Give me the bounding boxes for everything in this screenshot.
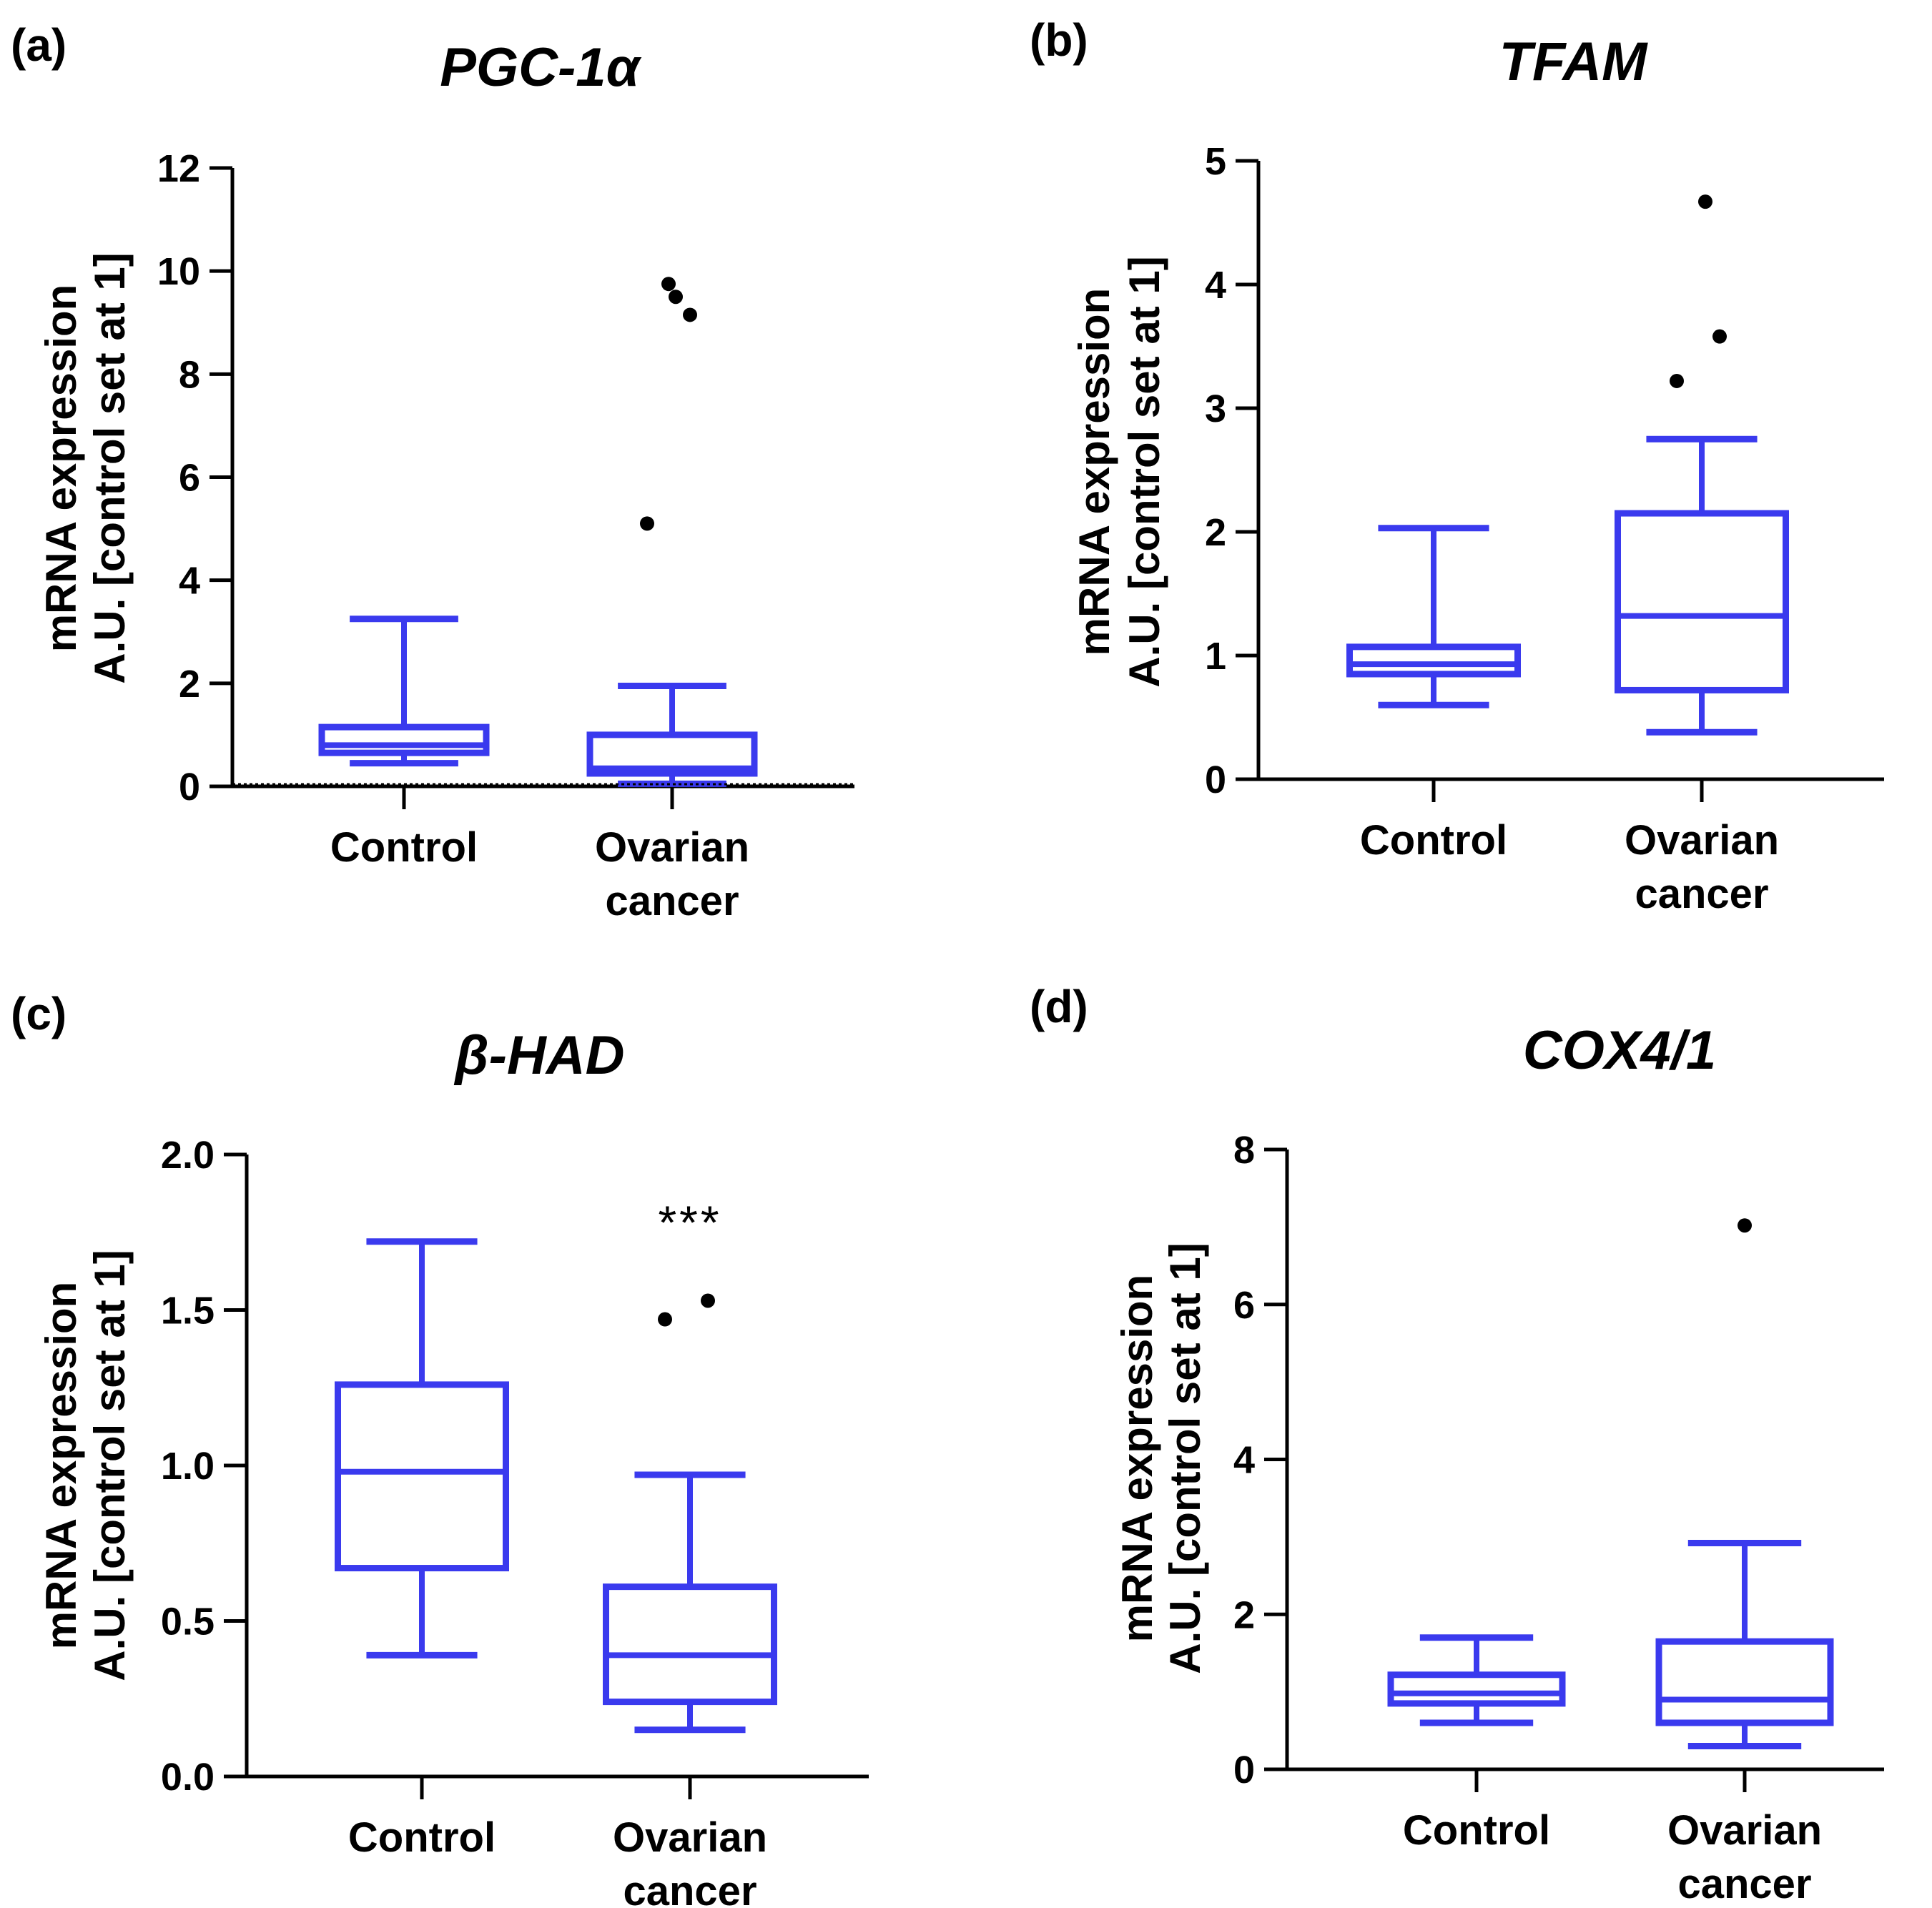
iqr-box: [586, 731, 758, 777]
panel-label: (c): [11, 988, 66, 1039]
y-tick-label: 2: [1205, 511, 1226, 554]
x-category-label: Control: [1403, 1807, 1550, 1854]
chart-title: COX4/1: [1523, 1020, 1716, 1081]
x-category-label: cancer: [1635, 871, 1768, 917]
y-tick-label: 2: [1233, 1593, 1255, 1636]
y-tick-label: 0: [1205, 758, 1226, 801]
outlier-point: [683, 307, 697, 322]
y-tick-label: 4: [179, 560, 200, 603]
y-axis-title-line: mRNA expression: [37, 1282, 85, 1650]
iqr-box: [1655, 1638, 1834, 1726]
outlier-point: [640, 516, 654, 531]
outlier-point: [1698, 194, 1712, 209]
panel-a: (a) PGC-1α mRNA expression A.U. [control se…: [11, 19, 854, 924]
panel-c: (c) β-HAD mRNA expression A.U. [control set…: [11, 988, 869, 1908]
x-category-label: Ovarian: [1667, 1807, 1822, 1854]
y-axis-title-line: mRNA expression: [37, 285, 85, 653]
x-category-label: Control: [348, 1814, 496, 1861]
y-tick-label: 0.0: [161, 1756, 215, 1799]
panel-b: (b) TFAM mRNA expression A.U. [control set …: [1030, 14, 1884, 917]
y-tick-label: 1.0: [161, 1445, 215, 1488]
iqr-box: [335, 1381, 509, 1572]
significance-label: ***: [658, 1196, 721, 1249]
outlier-point: [658, 1312, 672, 1327]
chart-title: TFAM: [1499, 31, 1649, 92]
iqr-box: [318, 723, 490, 756]
y-tick-label: 0.5: [161, 1601, 215, 1643]
panel-d: (d) COX4/1 mRNA expression A.U. [control se…: [1030, 981, 1884, 1907]
outlier-point: [669, 290, 683, 305]
y-axis-title-line: A.U. [control set at 1]: [1161, 1242, 1209, 1674]
y-tick-label: 0: [1233, 1749, 1255, 1791]
panel-label: (a): [11, 19, 66, 71]
outlier-point: [1670, 373, 1684, 388]
y-tick-label: 8: [1233, 1129, 1255, 1172]
y-tick-label: 5: [1205, 140, 1226, 183]
y-axis-title-line: A.U. [control set at 1]: [1120, 256, 1168, 687]
x-category-label: cancer: [605, 878, 739, 924]
y-tick-label: 10: [157, 250, 200, 293]
iqr-box: [1387, 1671, 1566, 1707]
x-category-label: Ovarian: [613, 1814, 767, 1861]
y-tick-label: 6: [179, 457, 200, 500]
x-category-label: Control: [1360, 817, 1507, 864]
y-tick-label: 0: [179, 766, 200, 809]
x-category-label: cancer: [1677, 1861, 1811, 1907]
outlier-point: [701, 1293, 715, 1308]
y-tick-label: 4: [1233, 1439, 1255, 1482]
iqr-box: [603, 1583, 777, 1706]
y-tick-label: 2.0: [161, 1134, 215, 1177]
y-tick-label: 2: [179, 663, 200, 706]
panel-label: (b): [1030, 14, 1088, 66]
outlier-point: [661, 277, 676, 292]
y-axis-title-line: mRNA expression: [1070, 288, 1118, 656]
x-category-label: Control: [330, 824, 478, 871]
y-axis-title-line: A.U. [control set at 1]: [86, 252, 134, 683]
y-tick-label: 3: [1205, 387, 1226, 430]
x-category-label: cancer: [623, 1868, 756, 1908]
iqr-box: [1615, 510, 1789, 693]
y-tick-label: 4: [1205, 264, 1226, 307]
y-axis-title-line: A.U. [control set at 1]: [86, 1250, 134, 1681]
y-tick-label: 1: [1205, 635, 1226, 678]
chart-title: PGC-1α: [440, 37, 641, 98]
y-tick-label: 8: [179, 353, 200, 396]
x-category-label: Ovarian: [595, 824, 749, 871]
y-axis-title-line: mRNA expression: [1113, 1275, 1161, 1643]
outlier-point: [1738, 1218, 1752, 1233]
chart-title: β-HAD: [453, 1025, 624, 1086]
panel-label: (d): [1030, 981, 1088, 1032]
x-category-label: Ovarian: [1625, 817, 1779, 864]
y-tick-label: 12: [157, 147, 200, 190]
iqr-box: [1346, 643, 1521, 678]
outlier-point: [1712, 329, 1727, 344]
y-tick-label: 1.5: [161, 1290, 215, 1333]
y-tick-label: 6: [1233, 1284, 1255, 1327]
